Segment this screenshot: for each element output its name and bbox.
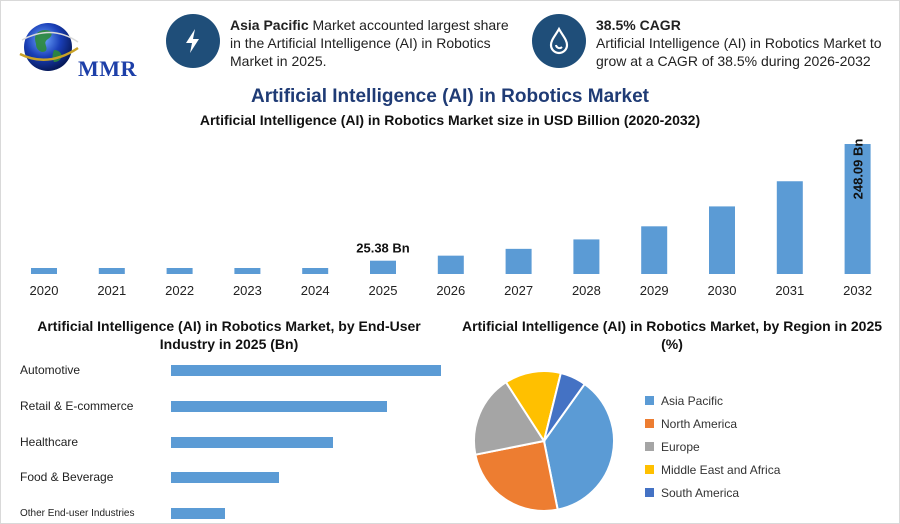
x-tick-2028: 2028 — [572, 283, 601, 298]
pie-slice-4 — [543, 371, 587, 442]
x-tick-2030: 2030 — [708, 283, 737, 298]
industry-label-3: Food & Beverage — [20, 470, 114, 485]
x-tick-2029: 2029 — [640, 283, 669, 298]
lightning-icon — [166, 14, 220, 68]
market-size-chart-title: Artificial Intelligence (AI) in Robotics… — [199, 112, 701, 128]
info1-bold: Asia Pacific — [230, 17, 309, 33]
industry-bar-2 — [171, 436, 333, 448]
x-tick-2032: 2032 — [843, 283, 872, 298]
pie-slice-3 — [504, 370, 563, 444]
legend-label-1: North America — [661, 416, 738, 431]
legend-swatch-1 — [645, 419, 654, 428]
market-size-bar-chart: 2020 2021 2022 2023 2024 2025 25.38 Bn 2026 2027… — [30, 139, 873, 298]
pie-slice-0 — [542, 382, 615, 511]
bar-2031 — [776, 181, 803, 274]
bar-2020 — [31, 268, 57, 274]
data-label-2032: 248.09 Bn — [851, 139, 866, 200]
legend-item-3: Middle East and Africa — [645, 458, 780, 481]
globe-icon — [19, 23, 79, 71]
x-tick-2025: 2025 — [369, 283, 398, 298]
x-tick-2026: 2026 — [436, 283, 465, 298]
industry-bar-3 — [171, 472, 279, 484]
legend-swatch-4 — [645, 488, 654, 497]
x-tick-2021: 2021 — [97, 283, 126, 298]
bar-2030 — [709, 206, 735, 274]
legend-item-1: North America — [645, 412, 780, 435]
legend-label-0: Asia Pacific — [661, 393, 724, 408]
industry-label-2: Healthcare — [20, 434, 79, 449]
x-tick-2031: 2031 — [775, 283, 804, 298]
legend-item-4: South America — [645, 481, 780, 504]
bar-2026 — [437, 255, 464, 274]
legend-label-3: Middle East and Africa — [661, 462, 781, 477]
info2-text: Artificial Intelligence (AI) in Robotics… — [596, 35, 882, 69]
x-tick-2023: 2023 — [233, 283, 262, 298]
legend-swatch-2 — [645, 442, 654, 451]
bar-2024 — [302, 268, 329, 274]
cagr-drop-icon — [532, 14, 586, 68]
bar-2023 — [234, 268, 261, 274]
industry-bar-4 — [171, 508, 225, 520]
bar-2032 — [844, 144, 871, 274]
x-tick-2027: 2027 — [504, 283, 533, 298]
bar-2025 — [370, 260, 396, 274]
industry-label-1: Retail & E-commerce — [20, 398, 134, 413]
industry-label-0: Automotive — [20, 363, 81, 377]
industry-bar-1 — [171, 400, 387, 412]
x-tick-2022: 2022 — [165, 283, 194, 298]
x-tick-2024: 2024 — [301, 283, 330, 298]
legend-label-4: South America — [661, 485, 740, 500]
info1-text: Market accounted largest share in the Ar… — [230, 17, 509, 69]
main-title: Artificial Intelligence (AI) in Robotics… — [250, 86, 649, 107]
region-chart-title: Artificial Intelligence (AI) in Robotics… — [461, 318, 883, 352]
pie-slice-2 — [473, 380, 546, 456]
bar-2028 — [573, 239, 600, 274]
pie-slice-1 — [474, 439, 559, 512]
logo-text: MMR — [78, 56, 137, 81]
x-tick-2020: 2020 — [30, 283, 59, 298]
bar-2021 — [98, 268, 125, 274]
legend-item-0: Asia Pacific — [645, 389, 780, 412]
region-legend: Asia Pacific North America Europe Middle Ea… — [645, 389, 780, 504]
legend-swatch-3 — [645, 465, 654, 474]
bar-2027 — [505, 248, 532, 274]
info2-title: 38.5% CAGR — [596, 17, 681, 33]
bar-2029 — [641, 226, 668, 274]
info-asia-pacific: Asia Pacific Market accounted largest sh… — [230, 16, 522, 70]
legend-item-2: Europe — [645, 435, 780, 458]
region-pie-chart — [473, 370, 615, 512]
info-cagr: 38.5% CAGR Artificial Intelligence (AI) … — [596, 16, 892, 70]
industry-label-4: Other End-user Industries — [20, 508, 135, 520]
industry-bar-0 — [171, 365, 441, 376]
industry-chart-title: Artificial Intelligence (AI) in Robotics… — [37, 318, 421, 352]
bar-2022 — [166, 268, 193, 274]
data-label-2025: 25.38 Bn — [356, 241, 410, 256]
legend-swatch-0 — [645, 396, 654, 405]
legend-label-2: Europe — [661, 439, 700, 454]
mmr-logo: MMR — [14, 14, 144, 81]
